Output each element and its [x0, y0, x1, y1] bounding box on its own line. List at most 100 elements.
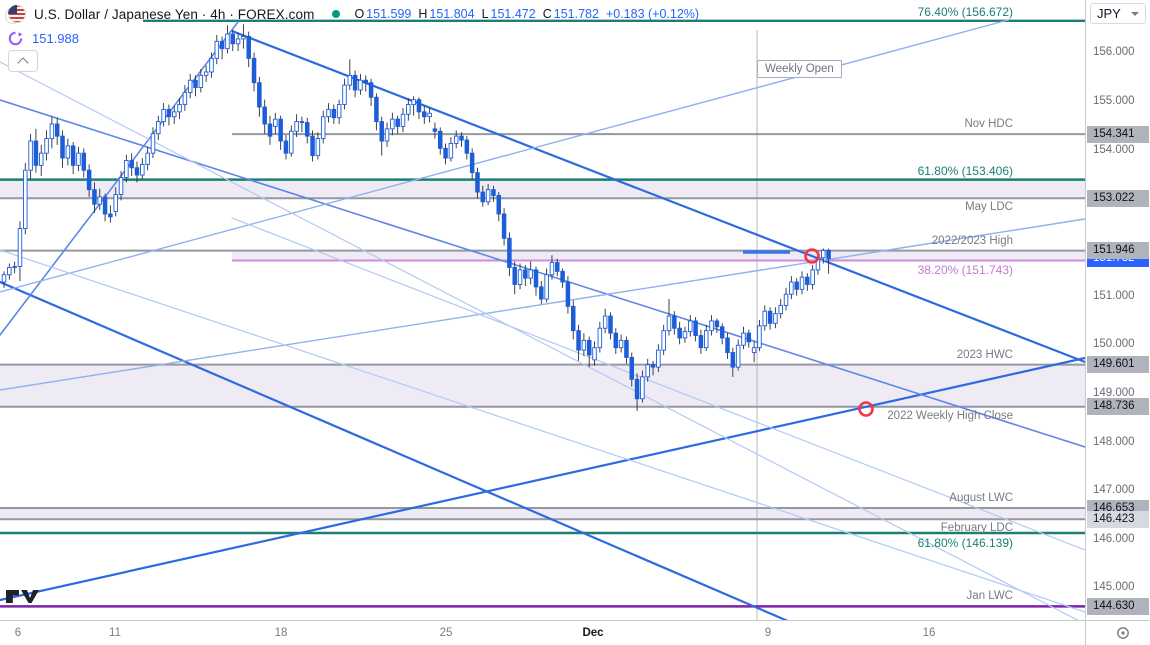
time-axis[interactable]: 6 11 18 25 Dec 9 16 — [0, 620, 1085, 645]
candle-up — [23, 169, 28, 229]
candle-down — [459, 135, 464, 141]
price-chart-svg[interactable] — [0, 0, 1085, 620]
candle-down — [374, 96, 379, 123]
trendline — [231, 217, 1085, 551]
candle-up — [528, 269, 533, 279]
candle-down — [251, 57, 257, 84]
support-resistance-band — [0, 179, 1085, 199]
candle-up — [145, 152, 150, 165]
candle-up — [656, 349, 661, 368]
candle-up — [821, 249, 826, 259]
candle-up — [549, 262, 555, 276]
chart-header: U.S. Dollar / Japanese Yen · 4h · FOREX.… — [5, 5, 699, 24]
candle-up — [320, 116, 326, 140]
candle-down — [70, 145, 76, 166]
candle-up — [214, 40, 220, 59]
candle-up — [602, 315, 608, 329]
candle-down — [560, 270, 565, 283]
trendline — [0, 61, 1079, 620]
candle-up — [751, 347, 757, 353]
time-tick: 18 — [274, 627, 288, 639]
candle-up — [453, 135, 459, 144]
candle-down — [246, 36, 251, 59]
candle-down — [267, 123, 273, 137]
candle-down — [54, 123, 60, 137]
ohlc-readout: O 151.599 H 151.804 L 151.472 C 151.782 … — [354, 7, 699, 21]
candle-up — [448, 143, 454, 159]
candle-down — [33, 140, 39, 166]
candle-up — [113, 194, 118, 212]
candle-up — [666, 315, 672, 332]
trendline — [0, 280, 789, 620]
candle-up — [741, 332, 746, 346]
time-tick: 16 — [922, 627, 936, 639]
open-value: 151.599 — [366, 7, 412, 21]
candle-up — [411, 99, 416, 105]
candle-down — [363, 79, 369, 84]
candle-down — [650, 364, 656, 368]
time-tick: 9 — [764, 627, 772, 639]
candle-up — [544, 274, 549, 300]
candle-down — [624, 339, 629, 358]
price-tick: 155.000 — [1093, 95, 1135, 108]
candle-up — [336, 104, 342, 119]
candle-down — [219, 40, 225, 50]
currency-selector[interactable]: JPY — [1090, 3, 1146, 24]
candle-down — [443, 147, 448, 159]
price-tick: 156.000 — [1093, 46, 1135, 59]
candle-up — [789, 281, 794, 295]
candle-down — [469, 152, 475, 174]
trendline — [0, 249, 1085, 613]
symbol-title[interactable]: U.S. Dollar / Japanese Yen · 4h · FOREX.… — [34, 6, 315, 22]
candle-up — [28, 140, 33, 171]
candle-down — [613, 332, 619, 349]
candle-down — [262, 106, 267, 125]
candle-down — [507, 237, 512, 268]
candle-down — [81, 152, 87, 171]
price-tick: 149.000 — [1093, 386, 1135, 399]
candle-down — [464, 139, 470, 154]
scale-settings-icon[interactable] — [1116, 626, 1130, 640]
candle-up — [640, 376, 645, 400]
candle-up — [124, 160, 129, 178]
refresh-icon[interactable] — [8, 31, 23, 46]
alert-circle-marker — [804, 248, 820, 264]
support-resistance-band — [0, 364, 1085, 407]
market-open-dot-icon — [332, 10, 341, 18]
price-level-badge: 154.341 — [1087, 125, 1149, 143]
candle-up — [347, 74, 353, 86]
candle-up — [118, 177, 124, 195]
candle-up — [12, 266, 17, 268]
candle-up — [326, 108, 331, 118]
support-resistance-band — [0, 508, 1085, 520]
candle-up — [597, 327, 603, 349]
candle-down — [730, 352, 736, 368]
usdjpy-flag-icon — [5, 5, 26, 24]
candle-up — [703, 330, 709, 349]
candle-down — [257, 82, 262, 108]
candle-up — [688, 320, 693, 333]
candle-down — [166, 108, 172, 118]
candle-up — [156, 121, 161, 135]
candle-down — [719, 326, 725, 339]
candle-down — [533, 269, 539, 288]
candle-down — [576, 330, 581, 351]
candle-down — [746, 332, 752, 343]
chart-canvas[interactable] — [0, 0, 1085, 620]
candle-down — [379, 121, 384, 142]
price-axis[interactable]: JPY 156.000 155.000 154.000 151.000 150.000 1… — [1085, 0, 1150, 620]
candle-down — [278, 118, 283, 142]
candle-down — [634, 378, 640, 400]
collapse-toolbar-button[interactable] — [8, 50, 38, 72]
candle-down — [512, 267, 517, 285]
candle-up — [209, 57, 214, 73]
candle-up — [682, 331, 688, 339]
tradingview-logo[interactable] — [6, 587, 40, 605]
candle-down — [698, 335, 704, 349]
low-label: L — [481, 7, 489, 21]
candle-up — [485, 189, 491, 203]
candle-up — [400, 113, 406, 127]
candle-up — [757, 325, 762, 349]
candle-down — [767, 310, 773, 324]
time-tick: 11 — [109, 627, 121, 639]
